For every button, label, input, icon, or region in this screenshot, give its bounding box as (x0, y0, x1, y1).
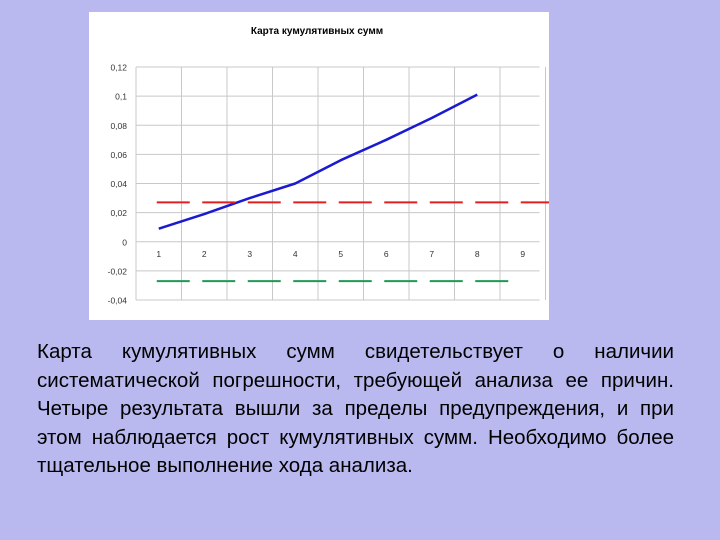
slide-description: Карта кумулятивных сумм свидетельствует … (37, 340, 674, 477)
x-tick-label: 6 (384, 249, 389, 259)
y-tick-label: -0,02 (108, 266, 128, 276)
chart-title: Карта кумулятивных сумм (251, 26, 383, 37)
x-tick-label: 2 (202, 249, 207, 259)
x-tick-label: 8 (475, 249, 480, 259)
y-tick-label: 0,02 (110, 208, 127, 218)
y-tick-label: 0,04 (110, 179, 127, 189)
x-tick-label: 9 (520, 249, 525, 259)
chart-panel: -0,04 -0,02 0 0,02 0,04 0,06 0,08 0,1 0,12 1 2 3 4 5 6… (89, 12, 549, 320)
y-tick-label: 0,08 (110, 121, 127, 131)
x-tick-label: 1 (156, 249, 161, 259)
x-tick-label: 4 (293, 249, 298, 259)
x-tick-label: 7 (429, 249, 434, 259)
cusum-line (158, 93, 478, 230)
y-tick-label: -0,04 (108, 296, 128, 306)
y-tick-label: 0 (122, 237, 127, 247)
y-tick-label: 0,12 (110, 63, 127, 73)
x-tick-label: 5 (338, 249, 343, 259)
x-tick-label: 3 (247, 249, 252, 259)
y-tick-label: 0,1 (115, 92, 127, 102)
y-tick-label: 0,06 (110, 150, 127, 160)
cusum-chart: -0,04 -0,02 0 0,02 0,04 0,06 0,08 0,1 0,12 1 2 3 4 5 6… (108, 26, 549, 306)
